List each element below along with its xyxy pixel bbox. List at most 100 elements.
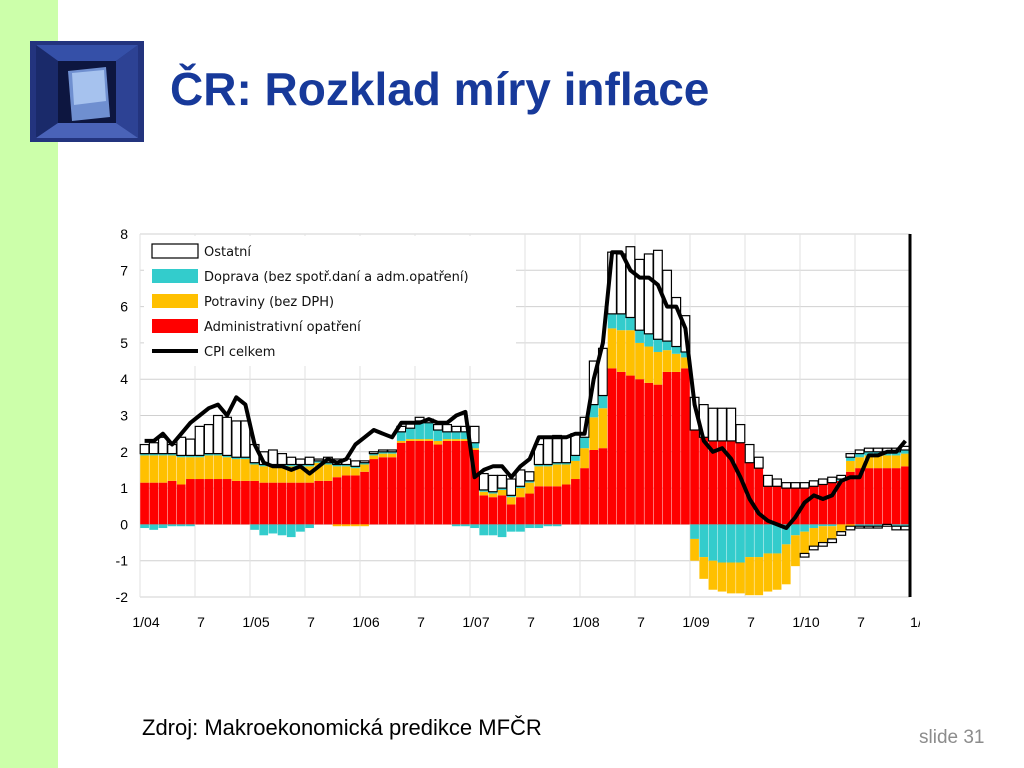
bar-segment [241, 480, 250, 525]
bar-segment [525, 480, 534, 483]
bar-segment [534, 466, 544, 487]
bar-segment [250, 464, 259, 481]
bar-segment-negative [277, 524, 287, 536]
bar-segment [140, 453, 149, 456]
bar-segment-negative [736, 562, 745, 594]
legend-label: Ostatní [204, 245, 251, 260]
bar-segment [176, 457, 186, 485]
legend-swatch [152, 269, 198, 283]
bar-segment [607, 313, 617, 329]
bar-segment [222, 457, 232, 480]
bar-segment [781, 488, 791, 525]
bar-segment [543, 486, 553, 525]
bar-segment-negative [497, 524, 507, 538]
y-tick-label: 1 [120, 480, 128, 496]
bar-segment [222, 479, 232, 525]
bar-segment [267, 449, 278, 466]
bar-segment-negative [800, 524, 809, 532]
bar-segment [377, 449, 388, 453]
bar-segment [203, 423, 214, 455]
bar-segment [268, 466, 278, 483]
bar-segment-negative [827, 524, 837, 527]
bar-segment-negative [268, 524, 278, 534]
bar-segment [690, 430, 699, 525]
y-tick-label: 3 [120, 408, 128, 424]
bar-segment-negative [827, 526, 837, 539]
x-tick-label: 7 [747, 614, 755, 630]
bar-segment [212, 414, 223, 455]
bar-segment [185, 438, 196, 457]
bar-segment [351, 468, 360, 476]
bar-segment [827, 476, 838, 484]
bar-segment [314, 480, 324, 525]
bar-segment [158, 453, 168, 456]
bar-segment [525, 482, 534, 494]
bar-segment [653, 384, 663, 525]
bar-segment [552, 464, 562, 487]
bar-segment [846, 457, 855, 461]
bar-segment [176, 455, 186, 458]
bar-segment-negative [855, 524, 864, 527]
bar-segment [332, 477, 342, 525]
x-tick-label: 1/04 [132, 614, 159, 630]
bar-segment [378, 451, 388, 454]
bar-segment [286, 466, 296, 483]
bar-segment [901, 453, 910, 467]
bar-segment [387, 453, 397, 458]
bar-segment-negative [488, 524, 498, 536]
bar-segment [561, 462, 571, 465]
bar-segment-negative [525, 524, 534, 529]
bar-segment [167, 455, 177, 481]
bar-segment [524, 471, 535, 482]
legend-label: Doprava (bez spotř.daní a adm.opatření) [204, 270, 469, 285]
bar-segment-negative [690, 524, 699, 539]
bar-segment [442, 439, 452, 441]
window-logo [30, 41, 144, 142]
bar-segment [845, 453, 856, 458]
bar-segment-negative [891, 524, 901, 527]
bar-segment [753, 456, 764, 469]
bar-segment [396, 431, 406, 441]
bar-segment [387, 449, 398, 453]
bar-segment [286, 482, 296, 525]
bar-segment [763, 486, 773, 525]
bar-segment [277, 466, 287, 483]
bar-segment [231, 480, 241, 525]
bar-segment [891, 468, 901, 525]
bar-segment [707, 407, 718, 442]
x-tick-label: 1/10 [792, 614, 819, 630]
bar-segment [186, 479, 195, 525]
bar-segment-negative [708, 560, 718, 590]
bar-segment [314, 460, 324, 463]
bar-segment-negative [305, 524, 314, 529]
legend-label: Administrativní opatření [204, 320, 361, 335]
bar-segment [424, 422, 434, 440]
bar-segment [268, 482, 278, 525]
y-tick-label: 4 [120, 371, 128, 387]
bar-segment-negative [791, 524, 800, 536]
bar-segment [516, 488, 525, 498]
bar-segment-negative [140, 524, 149, 529]
bar-segment [626, 330, 635, 376]
bar-segment [387, 457, 397, 525]
x-tick-label: 1/08 [572, 614, 599, 630]
bar-segment [643, 253, 654, 335]
bar-segment-negative [332, 524, 342, 527]
bar-segment [626, 375, 635, 525]
y-tick-label: -2 [116, 589, 129, 605]
bar-segment [662, 371, 672, 525]
bar-segment [717, 407, 728, 442]
bar-segment [717, 440, 727, 525]
bar-segment [681, 368, 690, 525]
bar-segment [626, 317, 635, 331]
bar-segment [332, 466, 342, 478]
bar-segment [415, 440, 424, 525]
bar-segment [296, 466, 305, 483]
bar-segment [231, 420, 242, 458]
bar-segment [149, 453, 159, 456]
bar-segment [240, 420, 251, 458]
bar-segment-negative [781, 524, 791, 545]
bar-segment [634, 258, 645, 331]
bar-segment [497, 495, 507, 525]
legend-swatch [152, 294, 198, 308]
